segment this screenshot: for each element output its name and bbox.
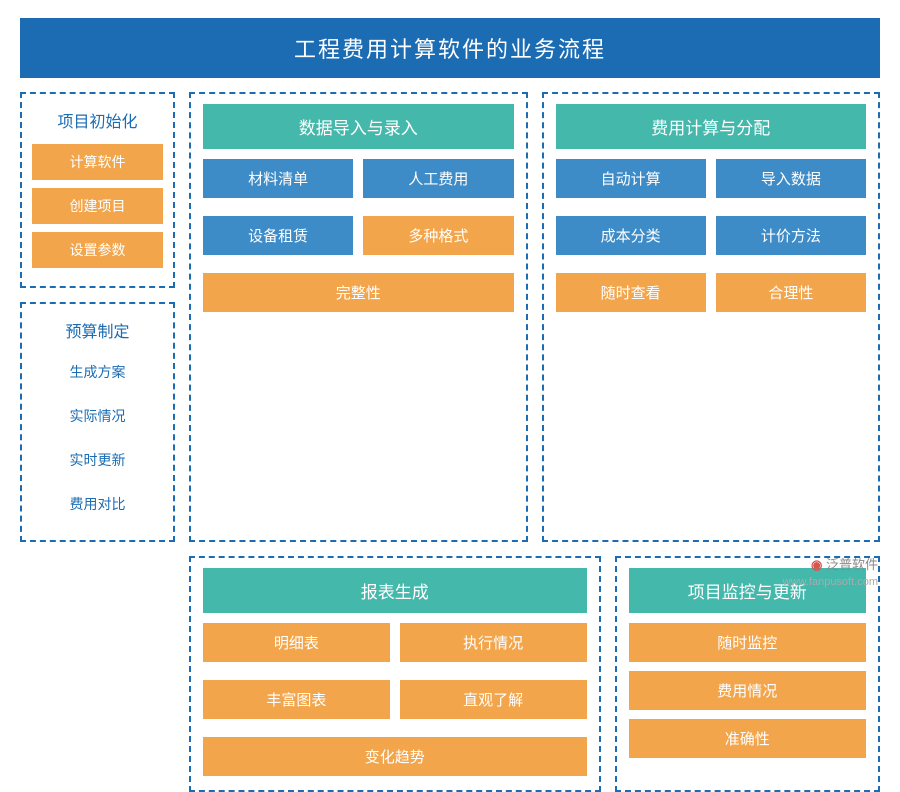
- page-title: 工程费用计算软件的业务流程: [20, 18, 880, 78]
- calc-item: 随时查看: [556, 273, 706, 312]
- report-item: 明细表: [203, 623, 390, 662]
- panel-header-init: 项目初始化: [32, 102, 163, 136]
- import-item: 人工费用: [363, 159, 513, 198]
- diagram-grid: 项目初始化 计算软件 创建项目 设置参数 预算制定 生成方案 实际情况 实时更新…: [20, 92, 880, 792]
- import-item: 材料清单: [203, 159, 353, 198]
- calc-item: 合理性: [716, 273, 866, 312]
- panel-report: 报表生成 明细表 执行情况 丰富图表 直观了解 变化趋势: [189, 556, 601, 792]
- report-item: 直观了解: [400, 680, 587, 719]
- import-item: 多种格式: [363, 216, 513, 255]
- left-column: 项目初始化 计算软件 创建项目 设置参数 预算制定 生成方案 实际情况 实时更新…: [20, 92, 175, 542]
- import-item-full: 完整性: [203, 273, 514, 312]
- budget-item: 费用对比: [32, 486, 163, 522]
- panel-import: 数据导入与录入 材料清单 人工费用 设备租赁 多种格式 完整性: [189, 92, 528, 542]
- budget-item: 实际情况: [32, 398, 163, 434]
- panel-budget: 预算制定 生成方案 实际情况 实时更新 费用对比: [20, 302, 175, 542]
- calc-item: 成本分类: [556, 216, 706, 255]
- panel-calc: 费用计算与分配 自动计算 导入数据 成本分类 计价方法 随时查看 合理性: [542, 92, 881, 542]
- panel-header-report: 报表生成: [203, 568, 587, 613]
- import-item: 设备租赁: [203, 216, 353, 255]
- panel-monitor: 项目监控与更新 随时监控 费用情况 准确性: [615, 556, 881, 792]
- panel-init: 项目初始化 计算软件 创建项目 设置参数: [20, 92, 175, 288]
- panel-header-import: 数据导入与录入: [203, 104, 514, 149]
- init-item: 创建项目: [32, 188, 163, 224]
- init-item: 设置参数: [32, 232, 163, 268]
- watermark-brand: 泛普软件: [826, 557, 878, 572]
- watermark: ◉ 泛普软件 www.fanpusoft.com: [783, 554, 878, 588]
- calc-item: 自动计算: [556, 159, 706, 198]
- calc-item: 计价方法: [716, 216, 866, 255]
- watermark-logo-icon: ◉: [811, 557, 822, 572]
- calc-item: 导入数据: [716, 159, 866, 198]
- budget-item: 生成方案: [32, 354, 163, 390]
- monitor-item: 准确性: [629, 719, 867, 758]
- watermark-url: www.fanpusoft.com: [783, 576, 878, 588]
- panel-header-calc: 费用计算与分配: [556, 104, 867, 149]
- panel-header-budget: 预算制定: [32, 312, 163, 346]
- init-item: 计算软件: [32, 144, 163, 180]
- bottom-row: 报表生成 明细表 执行情况 丰富图表 直观了解 变化趋势 项目监控与更新 随时监…: [189, 556, 880, 792]
- report-item-full: 变化趋势: [203, 737, 587, 776]
- budget-item: 实时更新: [32, 442, 163, 478]
- monitor-item: 费用情况: [629, 671, 867, 710]
- report-item: 丰富图表: [203, 680, 390, 719]
- monitor-item: 随时监控: [629, 623, 867, 662]
- report-item: 执行情况: [400, 623, 587, 662]
